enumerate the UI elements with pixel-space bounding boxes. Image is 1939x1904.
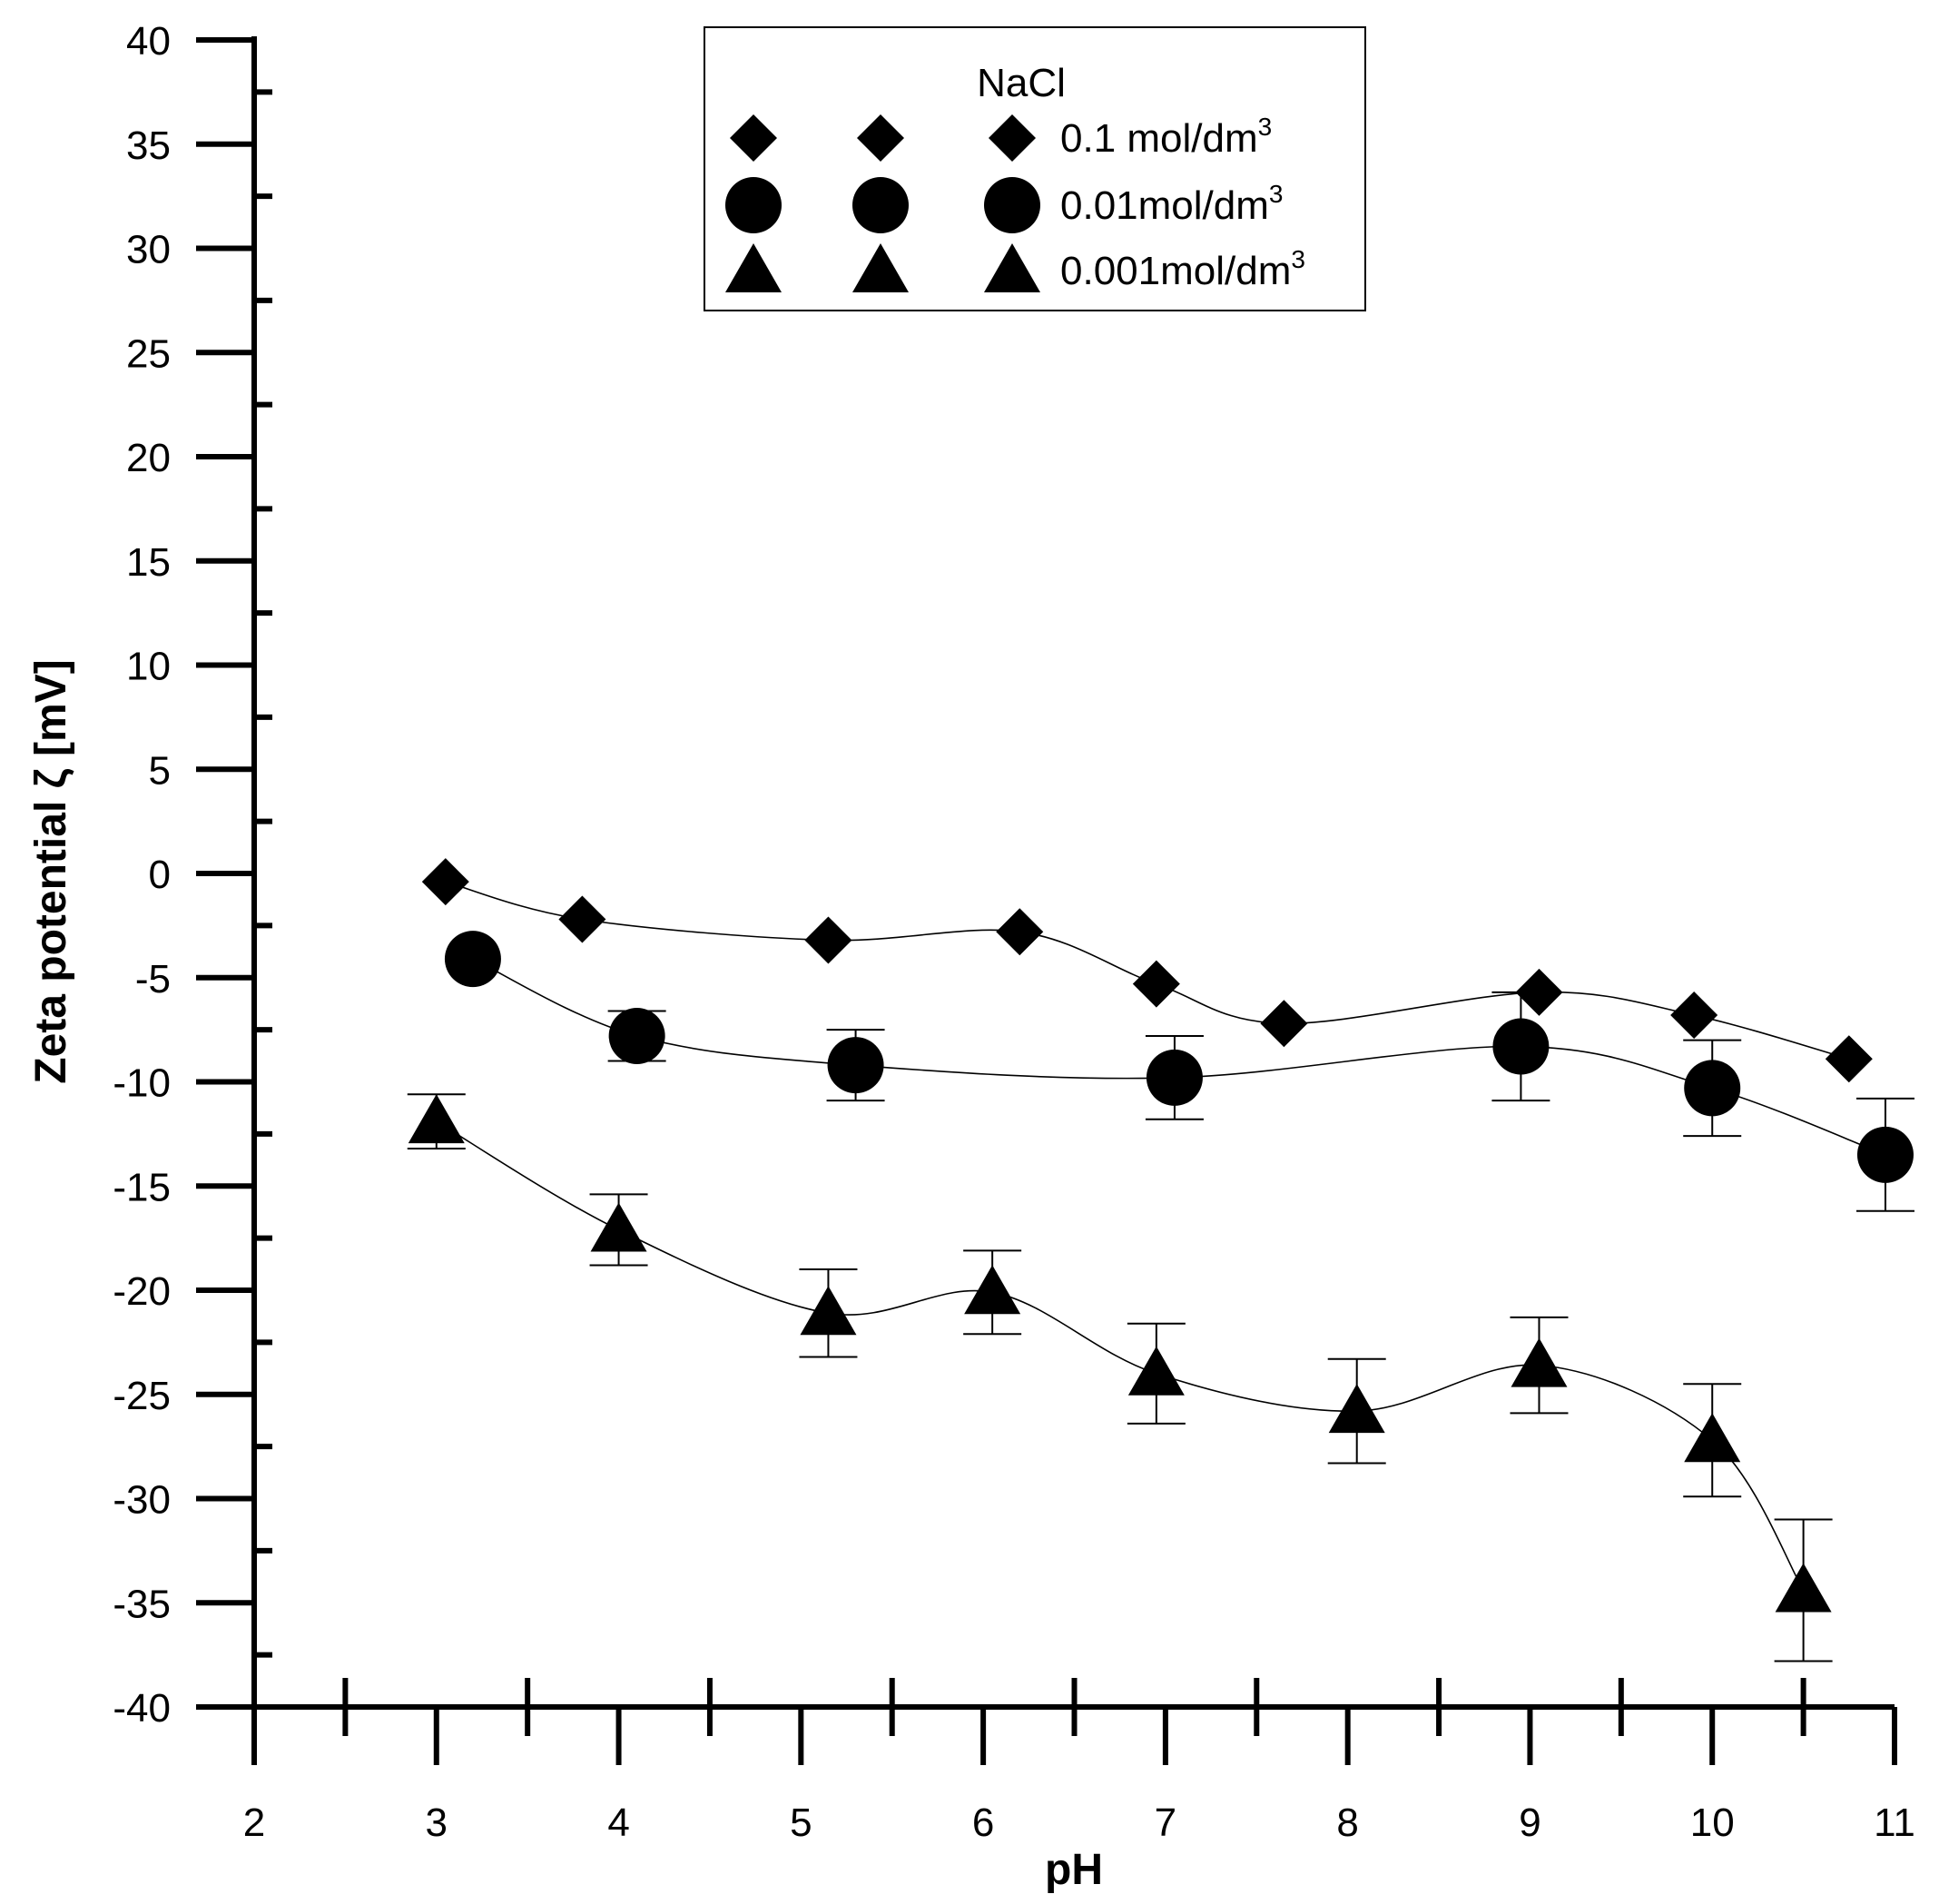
y-axis-title: Zeta potential ζ [mV] bbox=[27, 659, 75, 1083]
circle-point bbox=[1684, 1060, 1741, 1117]
y-tick-label: -25 bbox=[113, 1374, 171, 1418]
y-tick-label: 0 bbox=[149, 853, 171, 897]
diamond-point bbox=[996, 908, 1044, 956]
legend-diamond-marker bbox=[989, 114, 1036, 162]
x-tick-label: 7 bbox=[1155, 1800, 1176, 1845]
triangle-point bbox=[964, 1265, 1021, 1315]
legend-triangle-marker bbox=[984, 243, 1040, 292]
legend-diamond-marker bbox=[730, 114, 777, 162]
x-tick-label: 8 bbox=[1336, 1800, 1358, 1845]
y-tick-label: -15 bbox=[113, 1165, 171, 1209]
x-tick-label: 2 bbox=[243, 1800, 265, 1845]
ticks bbox=[196, 37, 1897, 1765]
triangle-point bbox=[1328, 1384, 1385, 1434]
x-axis-title: pH bbox=[1045, 1846, 1103, 1894]
legend-circle-marker bbox=[984, 177, 1040, 233]
diamond-point bbox=[1825, 1035, 1873, 1083]
legend-entries: 0.1 mol/dm3 0.01mol/dm3 0.001mol/dm3 bbox=[725, 113, 1305, 293]
legend-circle-marker bbox=[725, 177, 782, 233]
legend-label: 0.001mol/dm3 bbox=[1060, 245, 1305, 293]
legend-triangle-marker bbox=[852, 243, 909, 292]
diamond-point bbox=[558, 895, 606, 943]
triangle-point bbox=[590, 1202, 647, 1252]
tick-labels: 4035302520151050-5-10-15-20-25-30-35-402… bbox=[113, 19, 1914, 1845]
y-tick-label: 35 bbox=[126, 123, 171, 168]
legend-box bbox=[704, 26, 1366, 311]
x-tick-label: 9 bbox=[1519, 1800, 1540, 1845]
diamond-point bbox=[1670, 991, 1718, 1040]
diamond-point bbox=[804, 916, 852, 964]
x-tick-label: 6 bbox=[972, 1800, 994, 1845]
markers bbox=[408, 858, 1914, 1613]
triangle-point bbox=[1127, 1346, 1185, 1396]
y-tick-label: 40 bbox=[126, 19, 171, 64]
triangle-point bbox=[800, 1286, 857, 1336]
legend-diamond-marker bbox=[857, 114, 904, 162]
x-tick-label: 5 bbox=[790, 1800, 812, 1845]
legend-circle-marker bbox=[852, 177, 909, 233]
triangle-point bbox=[1684, 1413, 1741, 1463]
legend-triangle-marker bbox=[725, 243, 782, 292]
y-tick-label: -10 bbox=[113, 1061, 171, 1106]
circle-point bbox=[444, 931, 501, 988]
diamond-point bbox=[1515, 968, 1563, 1016]
y-tick-label: 30 bbox=[126, 228, 171, 272]
circle-point bbox=[827, 1037, 884, 1094]
x-tick-label: 4 bbox=[607, 1800, 629, 1845]
y-tick-label: -5 bbox=[135, 957, 171, 1001]
diamond-point bbox=[1132, 960, 1180, 1008]
legend: NaCl 0.1 mol/dm3 0.01mol/dm3 0.001mol/dm3 bbox=[704, 26, 1366, 311]
circle-point bbox=[1856, 1126, 1914, 1183]
y-tick-label: 10 bbox=[126, 645, 171, 689]
circle-point bbox=[608, 1008, 665, 1065]
y-tick-label: 5 bbox=[149, 748, 171, 793]
triangle-point bbox=[1511, 1337, 1568, 1387]
legend-label: 0.01mol/dm3 bbox=[1060, 180, 1283, 228]
legend-title: NaCl bbox=[977, 61, 1066, 105]
y-tick-label: 20 bbox=[126, 436, 171, 480]
diamond-point bbox=[421, 858, 469, 906]
y-tick-label: -20 bbox=[113, 1269, 171, 1314]
fit-curve-series-3 bbox=[436, 1120, 1805, 1591]
x-tick-label: 3 bbox=[426, 1800, 448, 1845]
y-tick-label: 25 bbox=[126, 331, 171, 376]
triangle-point bbox=[408, 1094, 465, 1144]
y-tick-label: -40 bbox=[113, 1686, 171, 1731]
x-tick-label: 10 bbox=[1690, 1800, 1735, 1845]
y-tick-label: 15 bbox=[126, 540, 171, 585]
x-tick-label: 11 bbox=[1874, 1800, 1915, 1845]
y-tick-label: -35 bbox=[113, 1582, 171, 1626]
diamond-point bbox=[1260, 1000, 1308, 1048]
y-tick-label: -30 bbox=[113, 1478, 171, 1523]
legend-label: 0.1 mol/dm3 bbox=[1060, 113, 1272, 161]
triangle-point bbox=[1775, 1563, 1832, 1613]
circle-point bbox=[1146, 1049, 1203, 1106]
circle-point bbox=[1492, 1018, 1550, 1075]
